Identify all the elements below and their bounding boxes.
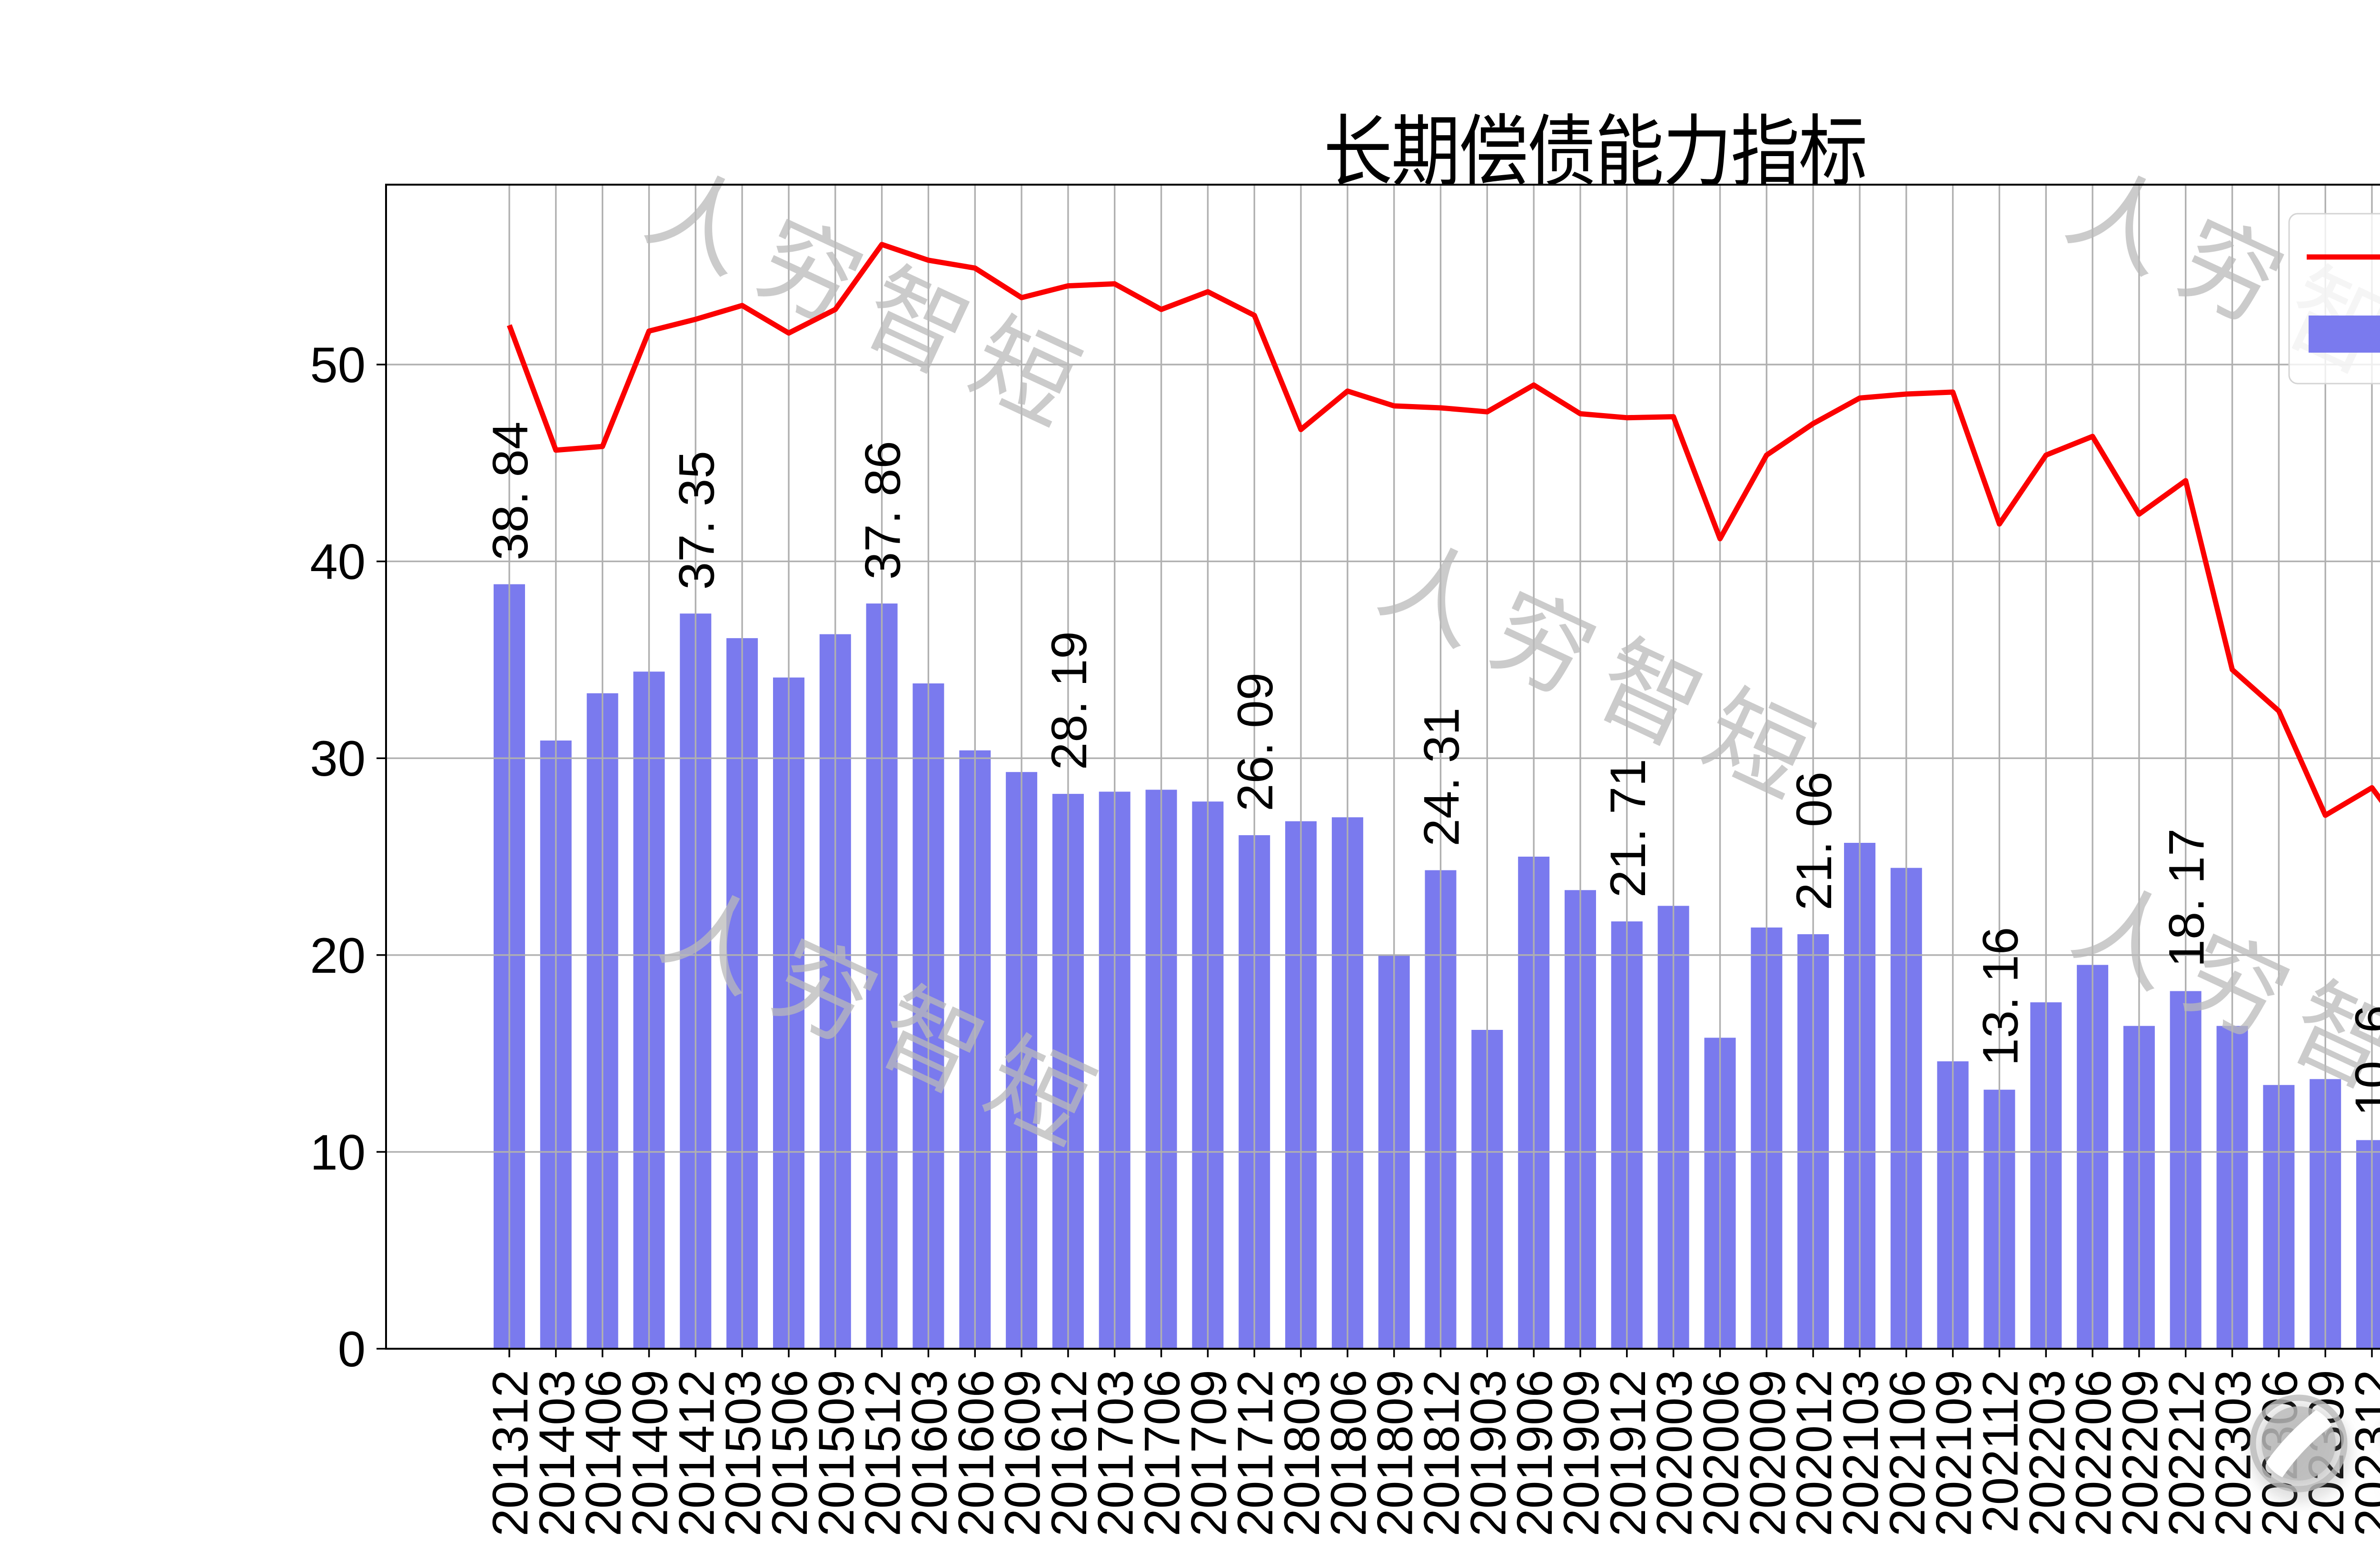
svg-text:201506: 201506 xyxy=(762,1370,818,1536)
svg-text:21. 71: 21. 71 xyxy=(1600,759,1656,898)
svg-text:201712: 201712 xyxy=(1228,1370,1283,1536)
svg-text:202206: 202206 xyxy=(2066,1370,2122,1536)
svg-text:20: 20 xyxy=(310,928,366,984)
svg-text:201812: 201812 xyxy=(1414,1370,1470,1536)
svg-text:50: 50 xyxy=(310,337,366,393)
svg-text:201403: 201403 xyxy=(529,1370,585,1536)
svg-text:202209: 202209 xyxy=(2112,1370,2168,1536)
svg-text:201809: 201809 xyxy=(1368,1370,1423,1536)
svg-text:202112: 202112 xyxy=(1973,1370,2028,1533)
svg-text:202012: 202012 xyxy=(1786,1370,1842,1536)
svg-text:201606: 201606 xyxy=(948,1370,1004,1536)
svg-text:10: 10 xyxy=(310,1125,366,1180)
svg-text:201703: 201703 xyxy=(1088,1370,1144,1536)
svg-text:201609: 201609 xyxy=(995,1370,1051,1536)
svg-text:13. 16: 13. 16 xyxy=(1973,927,2028,1066)
svg-text:201803: 201803 xyxy=(1274,1370,1330,1536)
svg-text:26. 09: 26. 09 xyxy=(1228,672,1283,811)
svg-text:201806: 201806 xyxy=(1321,1370,1377,1536)
svg-text:28. 19: 28. 19 xyxy=(1041,631,1097,770)
svg-text:201512: 201512 xyxy=(855,1370,911,1536)
svg-text:202106: 202106 xyxy=(1880,1370,1935,1536)
svg-text:201406: 201406 xyxy=(576,1370,632,1536)
svg-text:201903: 201903 xyxy=(1460,1370,1516,1536)
svg-text:0: 0 xyxy=(338,1322,366,1377)
svg-text:201509: 201509 xyxy=(809,1370,864,1536)
svg-text:202006: 202006 xyxy=(1694,1370,1749,1536)
svg-text:201912: 201912 xyxy=(1600,1370,1656,1536)
svg-text:201612: 201612 xyxy=(1041,1370,1097,1536)
svg-text:201503: 201503 xyxy=(715,1370,771,1536)
svg-text:24. 31: 24. 31 xyxy=(1414,708,1470,847)
svg-text:37. 86: 37. 86 xyxy=(855,441,911,580)
svg-text:40: 40 xyxy=(310,534,366,590)
svg-text:201906: 201906 xyxy=(1507,1370,1563,1536)
svg-text:201909: 201909 xyxy=(1554,1370,1609,1536)
svg-text:30: 30 xyxy=(310,731,366,787)
svg-text:37. 35: 37. 35 xyxy=(669,451,724,590)
svg-text:202212: 202212 xyxy=(2159,1370,2215,1536)
svg-text:201709: 201709 xyxy=(1181,1370,1237,1536)
svg-text:201312: 201312 xyxy=(483,1370,538,1536)
svg-text:202009: 202009 xyxy=(1740,1370,1795,1536)
svg-text:202109: 202109 xyxy=(1926,1370,1982,1536)
svg-text:201409: 201409 xyxy=(623,1370,678,1536)
svg-text:201603: 201603 xyxy=(902,1370,957,1536)
svg-text:18. 17: 18. 17 xyxy=(2159,829,2215,968)
svg-text:202203: 202203 xyxy=(2019,1370,2075,1536)
svg-text:202003: 202003 xyxy=(1647,1370,1703,1536)
svg-text:10. 6: 10. 6 xyxy=(2345,1005,2380,1116)
svg-text:21. 06: 21. 06 xyxy=(1786,771,1842,910)
svg-text:201412: 201412 xyxy=(669,1370,724,1536)
svg-text:38. 84: 38. 84 xyxy=(483,422,538,561)
svg-text:201706: 201706 xyxy=(1135,1370,1190,1536)
svg-text:202312: 202312 xyxy=(2345,1370,2380,1536)
svg-text:202103: 202103 xyxy=(1833,1370,1889,1536)
